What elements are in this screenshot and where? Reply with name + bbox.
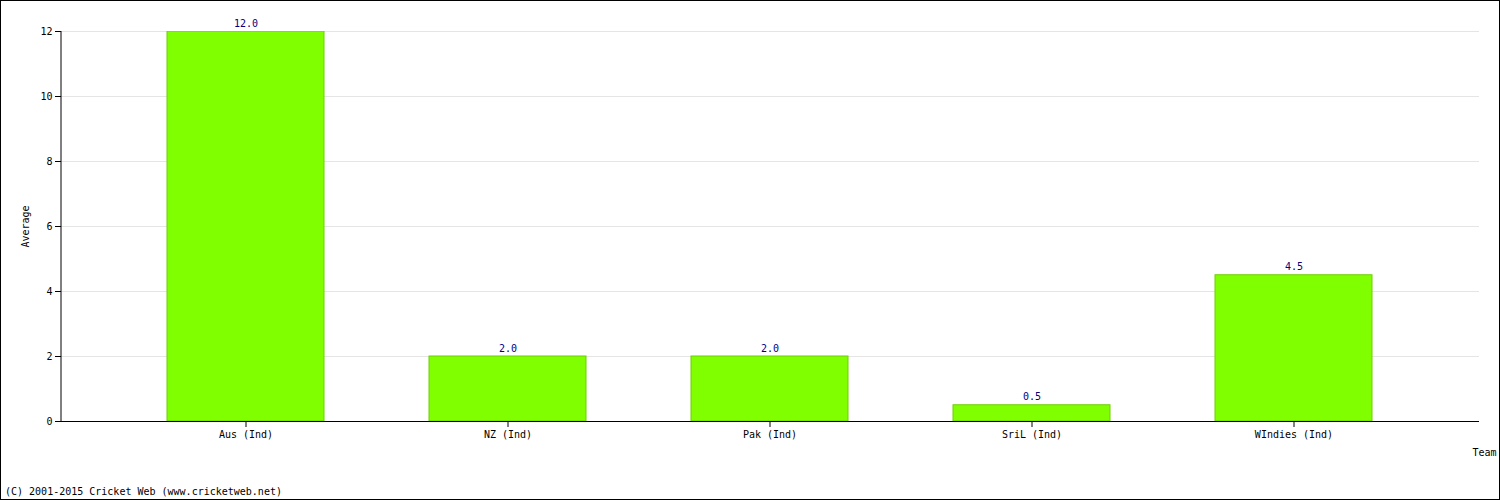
svg-text:Aus (Ind): Aus (Ind) (219, 429, 273, 440)
svg-text:Pak (Ind): Pak (Ind) (743, 429, 797, 440)
svg-text:2.0: 2.0 (761, 343, 779, 354)
svg-text:SriL (Ind): SriL (Ind) (1002, 429, 1062, 440)
svg-text:6: 6 (46, 221, 52, 232)
svg-text:2.0: 2.0 (499, 343, 517, 354)
svg-text:8: 8 (46, 156, 52, 167)
svg-text:0.5: 0.5 (1023, 391, 1041, 402)
svg-text:12: 12 (40, 26, 52, 37)
svg-text:12.0: 12.0 (234, 18, 258, 29)
svg-text:4.5: 4.5 (1285, 261, 1303, 272)
svg-text:WIndies (Ind): WIndies (Ind) (1255, 429, 1333, 440)
svg-text:2: 2 (46, 351, 52, 362)
svg-text:Team: Team (1472, 447, 1496, 458)
svg-text:0: 0 (46, 416, 52, 427)
svg-text:NZ (Ind): NZ (Ind) (484, 429, 532, 440)
svg-text:10: 10 (40, 91, 52, 102)
html-text:(C) 2001-2015 Cricket Web (www: (C) 2001-2015 Cricket Web (www.cricketwe… (5, 486, 282, 497)
svg-text:4: 4 (46, 286, 52, 297)
svg-text:Average: Average (20, 205, 31, 247)
